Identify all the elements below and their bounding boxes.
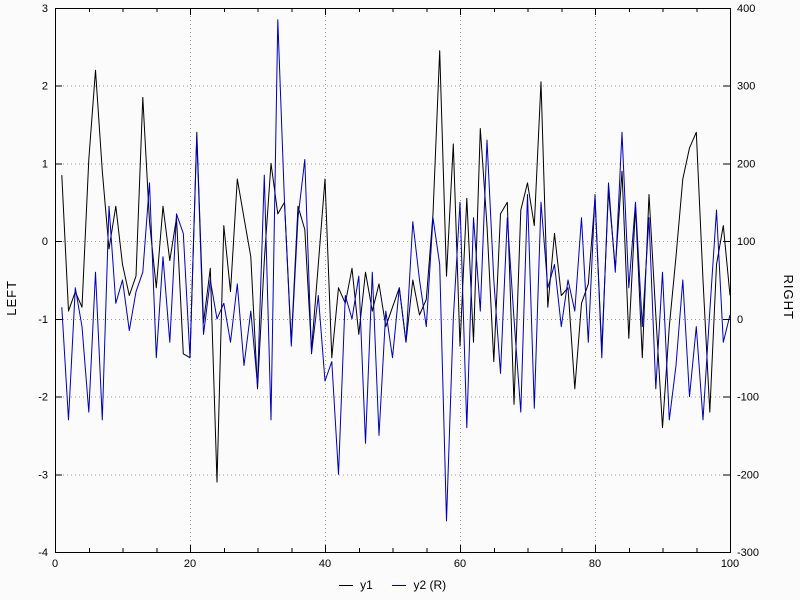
tick-label: 300	[737, 81, 755, 93]
right-axis-title: RIGHT	[781, 274, 796, 320]
tick-label: 2	[42, 81, 48, 93]
legend-label-y2: y2 (R)	[413, 578, 447, 592]
tick-label: -1	[38, 314, 48, 326]
y1-line-swatch	[338, 585, 353, 587]
tick-label: -3	[38, 469, 48, 481]
tick-label: 0	[737, 314, 743, 326]
y2-line-swatch	[392, 585, 407, 587]
tick-label: 3	[42, 3, 48, 15]
tick-label: 400	[737, 3, 755, 15]
series-line-2	[61, 19, 731, 522]
tick-label: 200	[737, 158, 755, 170]
tick-label: 0	[52, 558, 58, 570]
tick-label: -4	[38, 547, 48, 559]
tick-label: 100	[737, 236, 755, 248]
tick-label: 1	[42, 158, 48, 170]
tick-label: 20	[184, 558, 196, 570]
legend-item-y1: y1	[338, 578, 373, 592]
tick-label: 80	[589, 558, 601, 570]
tick-label: -100	[737, 392, 759, 404]
tick-label: 60	[454, 558, 466, 570]
tick-label: 40	[319, 558, 331, 570]
tick-label: 100	[721, 558, 739, 570]
tick-label: 0	[42, 236, 48, 248]
legend-label-y1: y1	[360, 578, 373, 592]
legend: y1 y2 (R)	[55, 578, 730, 592]
tick-label: -2	[38, 392, 48, 404]
series-line-1	[61, 50, 731, 483]
tick-label: -300	[737, 547, 759, 559]
tick-label: -200	[737, 469, 759, 481]
legend-item-y2: y2 (R)	[392, 578, 446, 592]
